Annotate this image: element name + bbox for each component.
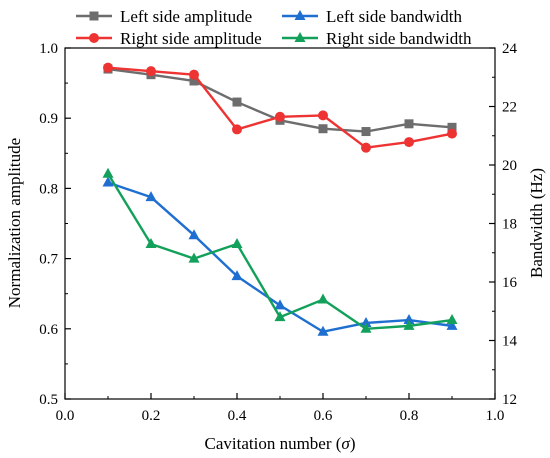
legend-item-right-side-amplitude: Right side amplitude — [76, 29, 262, 48]
data-point-right-side-amplitude — [404, 137, 414, 148]
legend-item-right-side-bandwidth: Right side bandwidth — [282, 29, 472, 48]
data-point-right-side-bandwidth — [446, 314, 458, 325]
data-point-right-side-bandwidth — [102, 167, 114, 178]
data-point-left-side-amplitude — [232, 97, 242, 107]
series-left-side-amplitude — [103, 64, 457, 137]
legend-swatch-marker — [89, 33, 99, 43]
data-point-left-side-bandwidth — [403, 314, 415, 325]
legend-item-left-side-amplitude: Left side amplitude — [76, 7, 252, 26]
data-point-right-side-bandwidth — [274, 311, 286, 322]
y-left-tick-label: 1.0 — [39, 41, 58, 57]
data-point-left-side-bandwidth — [360, 316, 372, 327]
data-point-right-side-bandwidth — [360, 322, 372, 333]
y-right-tick-label: 14 — [502, 334, 518, 350]
y-left-tick-label: 0.7 — [39, 252, 58, 268]
data-point-right-side-amplitude — [103, 62, 113, 73]
data-point-left-side-bandwidth — [145, 191, 157, 202]
plot-frame — [64, 47, 496, 400]
y-left-tick-label: 0.8 — [39, 181, 58, 197]
data-point-right-side-amplitude — [318, 110, 328, 121]
data-point-right-side-amplitude — [447, 128, 457, 139]
data-point-right-side-bandwidth — [231, 237, 243, 248]
data-point-left-side-amplitude — [318, 124, 328, 134]
x-tick-label: 0.2 — [142, 408, 161, 424]
legend-label: Right side amplitude — [120, 29, 262, 48]
y-right-tick-label: 20 — [502, 158, 517, 174]
data-point-right-side-bandwidth — [145, 237, 157, 248]
series-left-side-bandwidth — [102, 176, 458, 336]
axes: 0.0 0.2 0.4 0.6 0.8 1.00.50.60.70.80.91.01214… — [39, 41, 517, 424]
data-point-left-side-amplitude — [404, 119, 414, 129]
legend-swatch-marker — [89, 11, 99, 21]
data-point-left-side-bandwidth — [188, 229, 200, 240]
legend-swatch-marker — [294, 10, 306, 20]
x-tick-label: 1.0 — [486, 408, 505, 424]
legend-label: Right side bandwidth — [326, 29, 472, 48]
x-tick-label: 0.0 — [56, 408, 75, 424]
legend-swatch-marker — [294, 32, 306, 42]
series-right-side-amplitude — [103, 62, 457, 153]
legend: Left side amplitude Right side amplitude L… — [76, 7, 472, 48]
data-point-right-side-amplitude — [232, 124, 242, 135]
data-point-left-side-bandwidth — [317, 325, 329, 336]
data-point-left-side-bandwidth — [446, 319, 458, 330]
data-point-left-side-amplitude — [447, 122, 457, 132]
data-point-right-side-bandwidth — [188, 252, 200, 263]
y-left-tick-label: 0.6 — [39, 322, 58, 338]
legend-item-left-side-bandwidth: Left side bandwidth — [282, 7, 462, 26]
series-line-right-side-amplitude — [107, 66, 453, 149]
x-tick-label: 0.6 — [314, 408, 333, 424]
data-point-right-side-bandwidth — [317, 293, 329, 304]
y-right-tick-label: 12 — [502, 392, 517, 408]
series-group — [102, 62, 458, 336]
y-right-tick-label: 18 — [502, 217, 517, 233]
data-point-left-side-bandwidth — [274, 299, 286, 310]
data-point-right-side-amplitude — [275, 111, 285, 122]
data-point-right-side-bandwidth — [403, 319, 415, 330]
y-left-tick-label: 0.9 — [39, 111, 58, 127]
y-right-tick-label: 16 — [502, 275, 518, 291]
y-axis-right-label: Bandwidth (Hz) — [527, 168, 546, 278]
data-point-right-side-amplitude — [361, 142, 371, 153]
legend-label: Left side amplitude — [120, 7, 252, 26]
x-tick-label: 0.4 — [228, 408, 247, 424]
x-tick-label: 0.8 — [400, 408, 419, 424]
legend-label: Left side bandwidth — [326, 7, 462, 26]
y-right-tick-label: 24 — [502, 41, 518, 57]
data-point-left-side-bandwidth — [102, 176, 114, 187]
y-left-tick-label: 0.5 — [39, 392, 58, 408]
data-point-right-side-amplitude — [189, 69, 199, 80]
y-axis-left-label: Normalization amplitude — [5, 138, 24, 308]
data-point-left-side-amplitude — [361, 127, 371, 137]
plot-area — [64, 47, 496, 400]
data-point-left-side-bandwidth — [231, 270, 243, 281]
data-point-right-side-amplitude — [146, 66, 156, 77]
x-axis-label: Cavitation number (σ) — [205, 434, 356, 453]
data-point-left-side-amplitude — [189, 76, 199, 86]
y-right-tick-label: 22 — [502, 100, 517, 116]
series-right-side-bandwidth — [102, 167, 458, 333]
